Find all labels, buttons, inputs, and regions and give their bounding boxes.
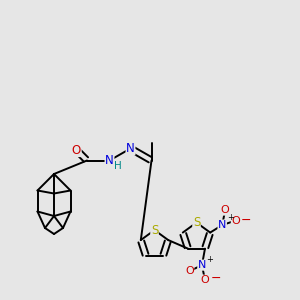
- Text: O: O: [231, 216, 240, 226]
- Text: N: N: [218, 220, 226, 230]
- Text: N: N: [126, 142, 135, 155]
- Text: −: −: [241, 214, 252, 227]
- Text: −: −: [210, 272, 221, 285]
- Text: S: S: [193, 216, 200, 229]
- Text: O: O: [221, 205, 230, 215]
- Text: O: O: [201, 275, 209, 285]
- Text: N: N: [198, 260, 206, 270]
- Text: O: O: [72, 143, 81, 157]
- Text: N: N: [105, 154, 114, 167]
- Text: +: +: [227, 213, 234, 222]
- Text: +: +: [206, 254, 213, 263]
- Text: S: S: [151, 224, 158, 237]
- Text: O: O: [185, 266, 194, 276]
- Text: H: H: [114, 161, 122, 171]
